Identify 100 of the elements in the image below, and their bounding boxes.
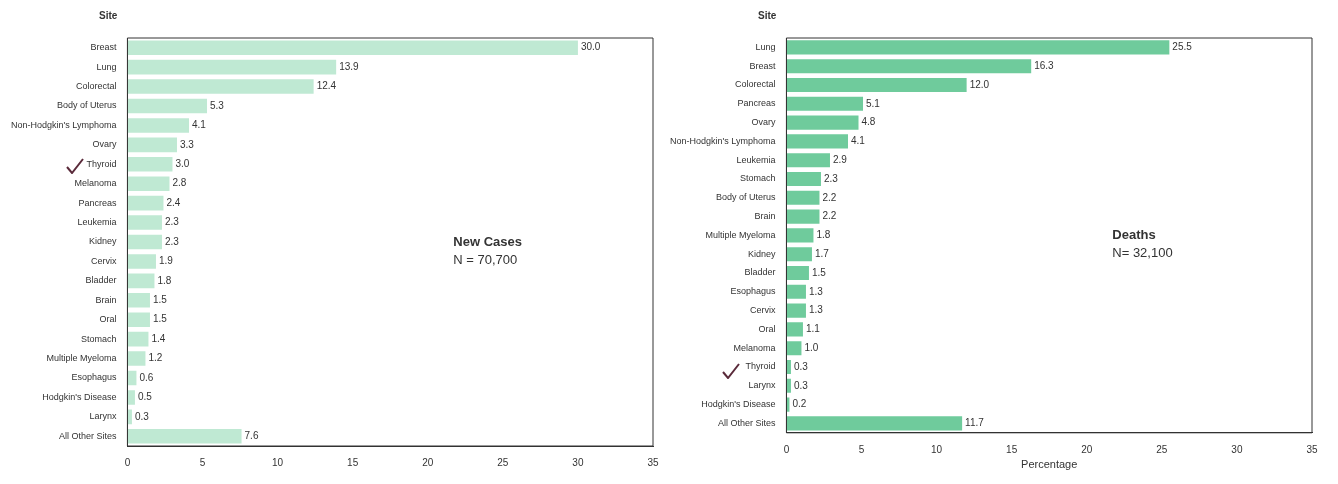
bar [786,96,864,111]
data-label: 1.1 [805,323,821,335]
y-tick-label: Hodgkin's Disease [701,399,776,410]
y-tick-label: Cervix [90,255,117,266]
x-tick-label: 35 [1306,443,1318,455]
data-label: 25.5 [1172,41,1193,53]
bar [786,115,859,130]
bar [786,209,820,224]
bar [786,59,1032,74]
x-tick-label: 10 [272,456,284,468]
y-tick-label: Oral [758,323,776,334]
bar [127,351,146,366]
y-tick-label: Thyroid [86,158,117,169]
x-tick-label: 15 [1006,443,1018,455]
x-tick-label: 0 [124,456,131,468]
bar [127,254,156,269]
data-label: 1.7 [814,247,830,259]
bar [786,322,803,337]
bar [127,331,149,347]
data-label: 30.0 [580,41,601,53]
bar [127,118,189,133]
bar [127,390,135,405]
data-label: 0.5 [137,391,153,403]
data-label: 1.5 [152,313,168,325]
bar [786,190,820,205]
bar [127,293,150,308]
bar [127,215,162,230]
y-tick-label: Lung [96,61,117,72]
y-tick-label: Esophagus [71,372,117,383]
y-tick-label: Melanoma [733,342,776,353]
bar [786,341,802,356]
x-tick-label: 25 [497,456,509,468]
bar [786,416,963,431]
y-tick-label: Bladder [744,267,776,278]
bar [127,40,578,55]
y-tick-label: Larynx [89,411,117,422]
data-label: 16.3 [1034,59,1055,71]
bar [786,134,848,149]
bar [127,137,177,153]
y-tick-label: Breast [749,60,776,71]
y-tick-label: Non-Hodgkin's Lymphoma [670,135,776,146]
x-tick-label: 5 [858,443,865,455]
bar [127,429,242,444]
y-tick-label: Colorectal [75,81,117,92]
y-tick-label: Thyroid [745,361,776,372]
bar [127,79,314,94]
data-label: 1.5 [811,266,827,278]
x-tick-label: 0 [783,443,790,455]
data-label: 1.3 [808,285,824,297]
y-tick-label: Hodgkin's Disease [42,391,117,402]
data-label: 1.5 [152,294,168,306]
y-tick-label: Stomach [80,333,117,344]
x-tick-label: 15 [347,456,359,468]
data-label: 2.4 [166,196,181,208]
data-label: 1.9 [158,255,174,267]
y-tick-label: Body of Uterus [715,192,776,203]
x-tick-label: 20 [422,456,434,468]
bar [786,265,809,281]
y-tick-label: Body of Uterus [56,100,117,111]
data-label: 1.0 [804,341,819,353]
y-tick-label: Cervix [749,305,776,316]
data-label: 11.7 [965,417,985,429]
bar [127,176,170,191]
data-label: 2.9 [832,153,848,165]
y-tick-label: All Other Sites [717,417,776,428]
x-axis-title: Percentage [1021,458,1078,471]
annotation: N= 32,100 [1112,244,1173,260]
annotation: N = 70,700 [453,251,518,267]
bar [127,157,173,172]
data-label: 0.3 [134,410,150,422]
y-tick-label: Pancreas [737,98,776,109]
x-tick-label: 30 [1231,443,1243,455]
y-tick-label: Melanoma [74,178,117,189]
data-label: 0.3 [793,379,809,391]
y-tick-label: Larynx [748,380,776,391]
bar [127,273,155,289]
bar [127,59,337,75]
data-label: 12.0 [969,78,990,90]
data-label: 0.2 [792,398,807,410]
data-label: 4.1 [192,119,207,131]
bar [786,228,814,243]
y-tick-label: Pancreas [78,197,117,208]
annotation: New Cases [453,233,522,249]
bar [786,40,1170,55]
data-label: 5.1 [866,97,881,109]
x-tick-label: 25 [1156,443,1168,455]
bar [127,312,150,327]
data-label: 2.3 [164,235,180,247]
annotation: Deaths [1112,226,1156,242]
data-label: 0.3 [793,360,809,372]
data-label: 1.2 [148,352,163,364]
y-axis-title: Site [758,9,777,21]
bar [786,284,806,299]
data-label: 3.3 [179,138,195,150]
data-label: 1.8 [157,274,172,286]
data-label: 13.9 [339,60,360,72]
bar [786,77,967,93]
data-label: 2.2 [822,210,837,222]
y-tick-label: Oral [99,314,117,325]
y-tick-label: Lung [755,41,776,52]
